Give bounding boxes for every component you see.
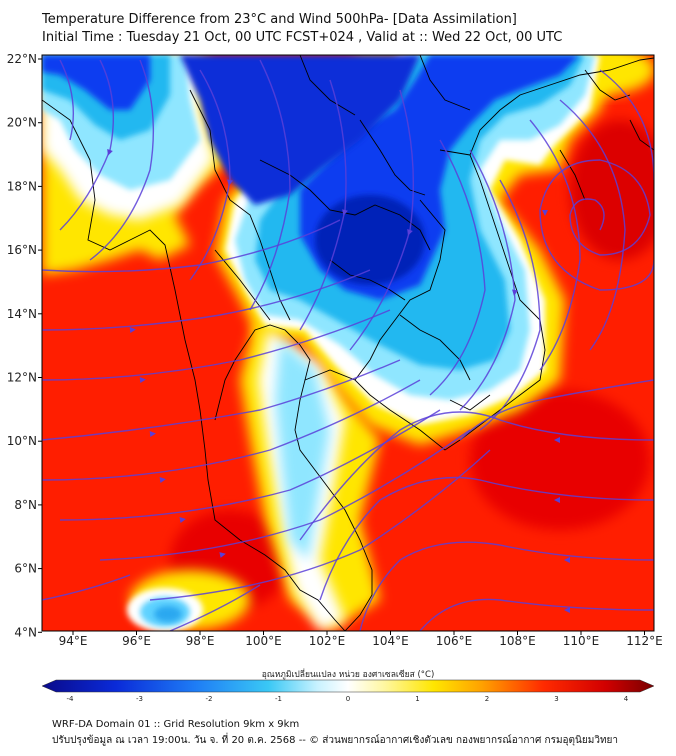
lon-tick-label: 102°E bbox=[309, 634, 346, 648]
lat-tick-label: 14°N bbox=[7, 307, 37, 321]
footer-model-info: WRF-DA Domain 01 :: Grid Resolution 9km … bbox=[52, 719, 300, 730]
lat-tick-label: 10°N bbox=[7, 434, 37, 448]
colorbar-tick-label: -1 bbox=[275, 695, 282, 703]
lat-tick-label: 16°N bbox=[7, 243, 37, 257]
lat-tick-label: 22°N bbox=[7, 52, 37, 66]
lon-tick-label: 106°E bbox=[436, 634, 473, 648]
lon-tick-label: 94°E bbox=[59, 634, 88, 648]
lon-tick-label: 96°E bbox=[122, 634, 151, 648]
longitude-axis: 94°E 96°E 98°E 100°E 102°E 104°E 106°E 108°E 110… bbox=[59, 631, 663, 648]
lat-tick-label: 20°N bbox=[7, 116, 37, 130]
colorbar-tick-label: -4 bbox=[67, 695, 75, 703]
colorbar-ticks: -4 -3 -2 -1 0 1 2 3 4 bbox=[67, 695, 629, 703]
wind-arrowheads bbox=[107, 148, 570, 613]
coastlines bbox=[42, 55, 654, 631]
lon-tick-label: 104°E bbox=[372, 634, 409, 648]
colorbar-tick-label: 3 bbox=[554, 695, 558, 703]
map-frame bbox=[41, 54, 655, 632]
footer-credit: ปรับปรุงข้อมูล ณ เวลา 19:00น. วัน จ. ที่… bbox=[52, 735, 619, 746]
lat-tick-label: 8°N bbox=[14, 498, 37, 512]
colorbar-title: อุณหภูมิเปลี่ยนแปลง หน่วย องศาเซลเซียส (… bbox=[262, 668, 435, 680]
latitude-axis: 22°N 20°N 18°N 16°N 14°N 12°N 10°N 8°N 6°N 4°N bbox=[7, 52, 42, 639]
lon-tick-label: 112°E bbox=[626, 634, 663, 648]
colorbar-tick-label: -3 bbox=[136, 695, 143, 703]
colorbar-tick-label: 0 bbox=[346, 695, 350, 703]
lat-tick-label: 18°N bbox=[7, 179, 37, 193]
lon-tick-label: 108°E bbox=[499, 634, 536, 648]
map-subtitle: Initial Time : Tuesday 21 Oct, 00 UTC FC… bbox=[42, 30, 563, 45]
colorbar-tick-label: -2 bbox=[206, 695, 213, 703]
lon-tick-label: 98°E bbox=[186, 634, 215, 648]
colorbar-tick-label: 1 bbox=[415, 695, 419, 703]
lat-tick-label: 4°N bbox=[14, 625, 37, 639]
lon-tick-label: 100°E bbox=[245, 634, 282, 648]
colorbar-tick-label: 2 bbox=[485, 695, 489, 703]
lon-tick-label: 110°E bbox=[563, 634, 600, 648]
map-title: Temperature Difference from 23°C and Win… bbox=[42, 12, 517, 27]
lat-tick-label: 12°N bbox=[7, 371, 37, 385]
temperature-field bbox=[42, 55, 654, 631]
wind-streamlines bbox=[42, 59, 654, 631]
lat-tick-label: 6°N bbox=[14, 562, 37, 576]
colorbar-tick-label: 4 bbox=[624, 695, 629, 703]
colorbar bbox=[41, 679, 655, 693]
